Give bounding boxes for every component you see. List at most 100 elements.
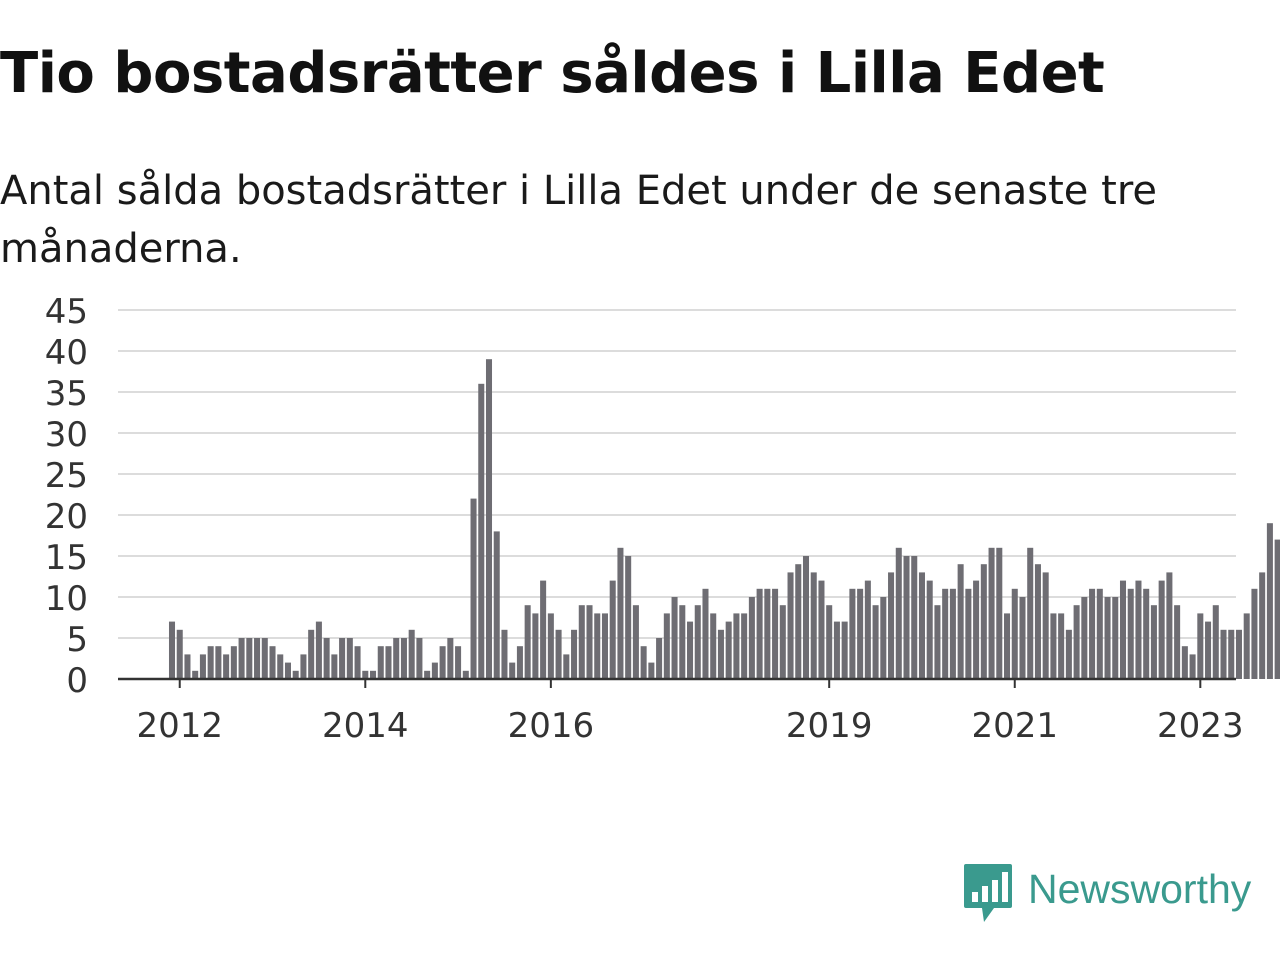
bar bbox=[957, 564, 964, 679]
brand-logo: Newsworthy bbox=[962, 862, 1251, 926]
bar bbox=[447, 638, 454, 679]
bar bbox=[679, 605, 686, 679]
bar bbox=[470, 498, 477, 679]
x-tick-label: 2012 bbox=[136, 706, 223, 746]
bar bbox=[717, 629, 724, 679]
bar bbox=[926, 580, 933, 679]
bar bbox=[1197, 613, 1204, 679]
bar bbox=[872, 605, 879, 679]
bar bbox=[509, 662, 516, 679]
bar bbox=[524, 605, 531, 679]
bar bbox=[609, 580, 616, 679]
bar bbox=[1266, 523, 1273, 679]
bar bbox=[308, 629, 315, 679]
bars bbox=[168, 359, 1280, 679]
bar bbox=[702, 588, 709, 679]
bar bbox=[192, 670, 199, 679]
bar bbox=[748, 597, 755, 679]
bar bbox=[571, 629, 578, 679]
bar bbox=[176, 629, 183, 679]
bar bbox=[934, 605, 941, 679]
y-tick-label: 30 bbox=[45, 415, 88, 455]
bar bbox=[215, 646, 222, 679]
bar bbox=[269, 646, 276, 679]
bar bbox=[168, 621, 176, 679]
bar bbox=[315, 621, 322, 679]
bar bbox=[346, 638, 353, 679]
bar bbox=[918, 572, 925, 679]
x-tick-label: 2021 bbox=[971, 706, 1058, 746]
bar bbox=[1251, 588, 1258, 679]
bar bbox=[733, 613, 740, 679]
bar bbox=[594, 613, 601, 679]
bar bbox=[207, 646, 214, 679]
bar bbox=[485, 359, 493, 679]
bar bbox=[284, 662, 291, 679]
bar bbox=[400, 638, 407, 679]
bar bbox=[1065, 629, 1072, 679]
brand-name: Newsworthy bbox=[1028, 865, 1252, 912]
bar bbox=[949, 588, 956, 679]
bar bbox=[833, 621, 840, 679]
bar bbox=[826, 605, 833, 679]
newsworthy-logo-icon bbox=[964, 864, 1012, 922]
bar bbox=[516, 646, 523, 679]
bar bbox=[802, 556, 810, 679]
bar bbox=[888, 572, 895, 679]
x-tick-label: 2019 bbox=[786, 706, 873, 746]
bar bbox=[1104, 597, 1111, 679]
bar bbox=[1220, 629, 1227, 679]
bar bbox=[1019, 597, 1026, 679]
bar bbox=[903, 556, 910, 679]
bar bbox=[1058, 613, 1065, 679]
bar bbox=[632, 605, 639, 679]
bar bbox=[540, 580, 547, 679]
bar bbox=[323, 638, 330, 679]
bar bbox=[424, 670, 431, 679]
bar bbox=[455, 646, 462, 679]
bar bbox=[370, 670, 377, 679]
bar bbox=[741, 613, 748, 679]
bar bbox=[501, 629, 508, 679]
bar bbox=[849, 588, 856, 679]
bar bbox=[223, 654, 230, 679]
bar bbox=[601, 613, 608, 679]
bar bbox=[246, 638, 253, 679]
bar bbox=[1042, 572, 1049, 679]
bar bbox=[331, 654, 338, 679]
bar bbox=[1096, 588, 1103, 679]
bar bbox=[339, 638, 346, 679]
bar bbox=[1127, 588, 1134, 679]
bar bbox=[625, 556, 632, 679]
bar bbox=[810, 572, 817, 679]
bar bbox=[1089, 588, 1096, 679]
bar bbox=[640, 646, 647, 679]
y-tick-label: 15 bbox=[45, 538, 88, 578]
bar bbox=[1135, 580, 1142, 679]
bar bbox=[1050, 613, 1057, 679]
bar bbox=[532, 613, 539, 679]
bar bbox=[880, 597, 887, 679]
bar bbox=[1081, 597, 1088, 679]
bar bbox=[694, 605, 701, 679]
bar bbox=[1228, 629, 1235, 679]
bar bbox=[462, 670, 469, 679]
bar bbox=[725, 621, 732, 679]
bar bbox=[973, 580, 980, 679]
bar bbox=[795, 564, 802, 679]
bar bbox=[230, 646, 237, 679]
y-tick-label: 35 bbox=[45, 374, 88, 414]
bar bbox=[663, 613, 670, 679]
bar bbox=[1027, 547, 1034, 679]
y-tick-label: 45 bbox=[45, 292, 88, 332]
bar bbox=[1112, 597, 1119, 679]
bar bbox=[687, 621, 694, 679]
bar bbox=[354, 646, 361, 679]
bar bbox=[671, 597, 678, 679]
bar bbox=[779, 605, 786, 679]
chart-title: Tio bostadsrätter såldes i Lilla Edet bbox=[0, 41, 1105, 106]
bar bbox=[1158, 580, 1165, 679]
bar bbox=[787, 572, 794, 679]
bar bbox=[857, 588, 864, 679]
